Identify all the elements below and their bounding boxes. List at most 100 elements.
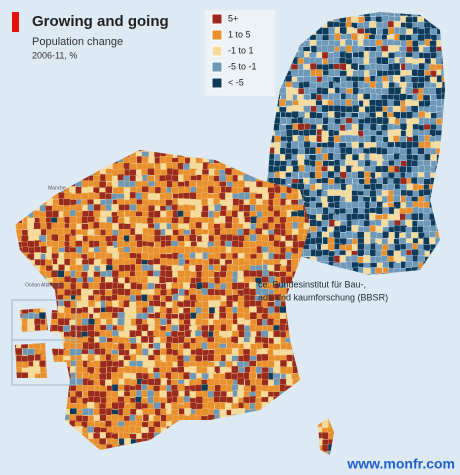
legend-label: 5+	[228, 13, 238, 23]
district-cell	[87, 324, 95, 332]
district-cell	[345, 80, 354, 89]
district-cell	[405, 242, 414, 251]
district-cell	[189, 192, 197, 200]
district-cell	[261, 372, 269, 380]
district-cell	[110, 354, 119, 362]
district-cell	[51, 234, 59, 242]
district-cell	[375, 206, 384, 215]
district-cell	[417, 176, 425, 185]
district-cell	[177, 198, 186, 206]
district-cell	[147, 305, 155, 314]
district-cell	[279, 306, 287, 314]
district-cell	[315, 153, 324, 161]
district-cell	[303, 249, 311, 257]
district-cell	[57, 270, 65, 278]
district-cell	[254, 402, 263, 410]
district-cell	[243, 228, 251, 236]
district-cell	[315, 249, 323, 258]
district-cell	[399, 27, 407, 35]
legend-swatch	[211, 45, 223, 57]
district-cell	[381, 57, 389, 65]
district-cell	[159, 318, 168, 326]
district-cell	[207, 341, 215, 350]
district-cell	[123, 431, 131, 440]
district-cell	[171, 223, 179, 231]
district-cell	[357, 171, 365, 179]
subtitle: Population change	[32, 36, 123, 48]
district-cell	[273, 336, 281, 345]
district-cell	[201, 198, 209, 207]
district-cell	[351, 45, 359, 54]
district-cell	[117, 210, 125, 218]
district-cell	[201, 222, 209, 230]
district-cell	[111, 384, 120, 392]
district-cell	[280, 366, 288, 374]
district-cell	[81, 318, 89, 326]
district-cell	[105, 341, 114, 350]
district-cell	[249, 233, 258, 242]
district-cell	[375, 63, 384, 72]
district-cell	[213, 354, 222, 362]
district-cell	[105, 330, 113, 338]
district-cell	[411, 166, 419, 174]
district-cell	[64, 289, 72, 297]
district-cell	[350, 201, 359, 209]
district-cell	[422, 213, 431, 221]
district-cell	[393, 146, 401, 155]
district-cell	[93, 221, 101, 230]
district-cell	[164, 192, 173, 201]
district-cell	[242, 287, 251, 296]
district-cell	[316, 207, 324, 215]
district-cell	[429, 105, 437, 113]
district-cell	[147, 276, 155, 284]
district-cell	[111, 223, 120, 231]
district-cell	[315, 182, 323, 191]
district-cell	[154, 235, 162, 243]
district-cell	[405, 99, 413, 107]
district-cell	[213, 324, 222, 332]
district-cell	[266, 318, 275, 326]
district-cell	[111, 204, 119, 212]
district-cell	[27, 222, 35, 230]
district-cell	[63, 227, 72, 236]
district-cell	[134, 234, 143, 242]
district-cell	[430, 154, 438, 162]
district-cell	[225, 174, 234, 183]
district-cell	[189, 234, 197, 242]
district-cell	[141, 324, 149, 332]
legend-swatch	[211, 13, 223, 25]
district-cell	[394, 129, 402, 137]
district-cell	[351, 171, 359, 179]
district-cell	[350, 62, 359, 71]
district-cell	[118, 343, 126, 351]
district-cell	[117, 288, 125, 296]
district-cell	[291, 105, 300, 113]
district-cell	[140, 276, 149, 284]
district-cell	[286, 378, 294, 387]
district-cell	[237, 180, 245, 188]
watermark: www.monfr.com	[346, 456, 455, 472]
district-cell	[399, 177, 408, 186]
district-cell	[123, 228, 131, 237]
legend-swatch	[211, 29, 223, 41]
district-cell	[207, 401, 215, 410]
district-cell	[140, 335, 149, 344]
district-cell	[93, 204, 101, 212]
district-cell	[273, 330, 281, 338]
district-cell	[218, 215, 227, 224]
district-cell	[442, 81, 445, 89]
district-cell	[327, 189, 335, 197]
district-cell	[189, 222, 197, 230]
district-cell	[309, 111, 317, 120]
district-cell	[105, 228, 113, 237]
district-cell	[87, 251, 95, 260]
district-cell	[417, 28, 425, 36]
district-cell	[105, 173, 113, 182]
district-cell	[321, 135, 329, 143]
district-cell	[177, 335, 186, 344]
district-cell	[93, 360, 101, 368]
district-cell	[357, 183, 365, 192]
district-cell	[33, 222, 42, 230]
district-cell	[314, 171, 323, 179]
